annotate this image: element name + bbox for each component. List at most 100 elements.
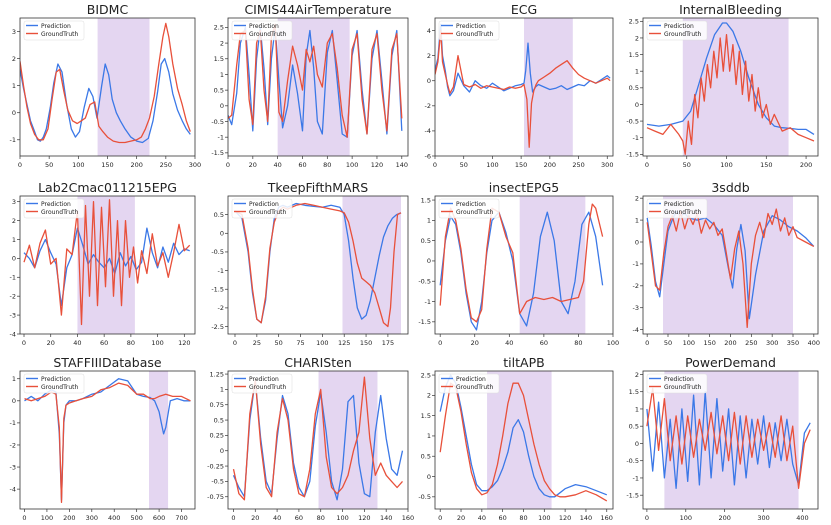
prediction-line bbox=[20, 57, 191, 144]
chart-title: ECG bbox=[511, 2, 537, 17]
chart-title: STAFFIIIDatabase bbox=[53, 355, 162, 370]
y-tick-label: -2 bbox=[10, 441, 16, 449]
y-tick-label: 1.5 bbox=[629, 388, 639, 396]
legend-box bbox=[231, 20, 293, 41]
y-tick-label: 1.5 bbox=[214, 55, 224, 63]
x-tick-label: 0 bbox=[645, 339, 649, 347]
y-tick-label: 0 bbox=[635, 440, 639, 448]
y-tick-label: 0 bbox=[427, 473, 431, 481]
x-tick-label: 125 bbox=[338, 339, 350, 347]
plot-frame bbox=[19, 370, 196, 510]
x-tick-label: 0 bbox=[226, 161, 230, 169]
x-tick-label: 80 bbox=[317, 514, 325, 522]
y-tick-label: -0.5 bbox=[626, 117, 639, 125]
y-tick-label: -1 bbox=[633, 474, 639, 482]
y-tick-label: 0.5 bbox=[421, 453, 431, 461]
y-tick-label: -1 bbox=[10, 274, 16, 282]
ground-truth-line bbox=[228, 23, 403, 138]
y-tick-label: 1 bbox=[220, 386, 224, 394]
y-tick-label: -2 bbox=[425, 102, 431, 110]
y-tick-label: -3 bbox=[633, 304, 639, 312]
prediction-line bbox=[646, 391, 811, 489]
prediction-line bbox=[439, 374, 608, 498]
chart-panel: TkeepFifthMARS 0 25 50 75 100 125 150 175 -2.5 -2 -… bbox=[211, 180, 409, 347]
y-tick-label: 0 bbox=[220, 102, 224, 110]
x-tick-label: 60 bbox=[540, 339, 548, 347]
chart-title: CHARISten bbox=[284, 355, 352, 370]
legend-ground-truth-label: GroundTruth bbox=[456, 384, 493, 391]
x-tick-label: 150 bbox=[703, 339, 715, 347]
x-tick-label: 250 bbox=[572, 161, 584, 169]
legend-prediction-label: Prediction bbox=[41, 376, 71, 383]
legend-prediction-label: Prediction bbox=[249, 376, 279, 383]
y-tick-label: -1 bbox=[425, 298, 431, 306]
y-tick-label: 2.5 bbox=[421, 371, 431, 379]
y-tick-label: -2 bbox=[218, 304, 224, 312]
chart-panel: InternalBleeding 0 50 100 150 200 -1.5 -1 -0.5 0 0… bbox=[626, 2, 819, 169]
legend-ground-truth-label: GroundTruth bbox=[249, 384, 286, 391]
legend-ground-truth-label: GroundTruth bbox=[249, 31, 286, 38]
x-tick-label: 100 bbox=[346, 161, 358, 169]
y-tick-label: 2.5 bbox=[629, 18, 639, 26]
x-tick-label: 120 bbox=[178, 339, 190, 347]
plot-frame bbox=[434, 370, 614, 510]
x-tick-label: 60 bbox=[100, 339, 108, 347]
x-tick-label: 40 bbox=[273, 514, 281, 522]
y-tick-label: 2 bbox=[635, 371, 639, 379]
chart-panel: PowerDemand 0 100 200 300 400 -1.5 -1 -0.5 0 0.5 1 1… bbox=[626, 355, 819, 522]
x-tick-label: 140 bbox=[380, 514, 392, 522]
legend-prediction-label: Prediction bbox=[456, 23, 486, 30]
y-tick-label: 0 bbox=[220, 447, 224, 455]
chart-title: CIMIS44AirTemperature bbox=[244, 2, 391, 17]
legend-ground-truth-label: GroundTruth bbox=[41, 384, 78, 391]
x-tick-label: 100 bbox=[720, 161, 732, 169]
prediction-line bbox=[646, 210, 815, 320]
chart-title: PowerDemand bbox=[685, 355, 776, 370]
y-tick-label: 1 bbox=[427, 432, 431, 440]
legend-prediction-label: Prediction bbox=[249, 23, 279, 30]
x-tick-label: 0 bbox=[233, 339, 237, 347]
chart-title: Lab2Cmac011215EPG bbox=[38, 180, 177, 195]
x-tick-label: 200 bbox=[130, 161, 142, 169]
chart-title: InternalBleeding bbox=[679, 2, 782, 17]
x-tick-label: 200 bbox=[63, 514, 75, 522]
plot-frame bbox=[642, 17, 819, 157]
x-tick-label: 0 bbox=[18, 161, 22, 169]
x-tick-label: 40 bbox=[274, 161, 282, 169]
ground-truth-line bbox=[20, 22, 191, 144]
x-tick-label: 60 bbox=[295, 514, 303, 522]
highlight-region bbox=[519, 196, 586, 334]
x-tick-label: 20 bbox=[47, 339, 55, 347]
ground-truth-line bbox=[439, 382, 608, 502]
y-tick-label: 1 bbox=[635, 405, 639, 413]
x-tick-label: 140 bbox=[580, 514, 592, 522]
x-tick-label: 120 bbox=[559, 514, 571, 522]
highlight-region bbox=[487, 371, 552, 509]
legend-box bbox=[23, 198, 85, 219]
x-tick-label: 0 bbox=[22, 339, 26, 347]
legend-box bbox=[438, 198, 500, 219]
y-tick-label: -0.5 bbox=[418, 278, 431, 286]
y-tick-label: -4 bbox=[10, 330, 16, 338]
x-tick-label: 40 bbox=[505, 339, 513, 347]
x-tick-label: 50 bbox=[683, 161, 691, 169]
x-tick-label: 300 bbox=[601, 161, 613, 169]
y-tick-label: -1 bbox=[10, 419, 16, 427]
y-tick-label: 2 bbox=[635, 34, 639, 42]
x-tick-label: 300 bbox=[757, 514, 769, 522]
ground-truth-line bbox=[646, 387, 811, 489]
x-tick-label: 60 bbox=[499, 514, 507, 522]
y-tick-label: -1 bbox=[633, 260, 639, 268]
y-tick-label: -1.5 bbox=[626, 151, 639, 159]
x-tick-label: 0 bbox=[433, 161, 437, 169]
y-tick-label: -1.5 bbox=[418, 318, 431, 326]
legend-box bbox=[438, 373, 500, 394]
y-tick-label: -1.5 bbox=[626, 492, 639, 500]
x-tick-label: 50 bbox=[45, 161, 53, 169]
x-tick-label: 100 bbox=[607, 339, 619, 347]
y-tick-label: -0.25 bbox=[207, 462, 224, 470]
y-tick-label: -1 bbox=[218, 133, 224, 141]
y-tick-label: 1.25 bbox=[210, 370, 224, 378]
x-tick-label: 40 bbox=[478, 514, 486, 522]
ground-truth-line bbox=[646, 33, 815, 155]
